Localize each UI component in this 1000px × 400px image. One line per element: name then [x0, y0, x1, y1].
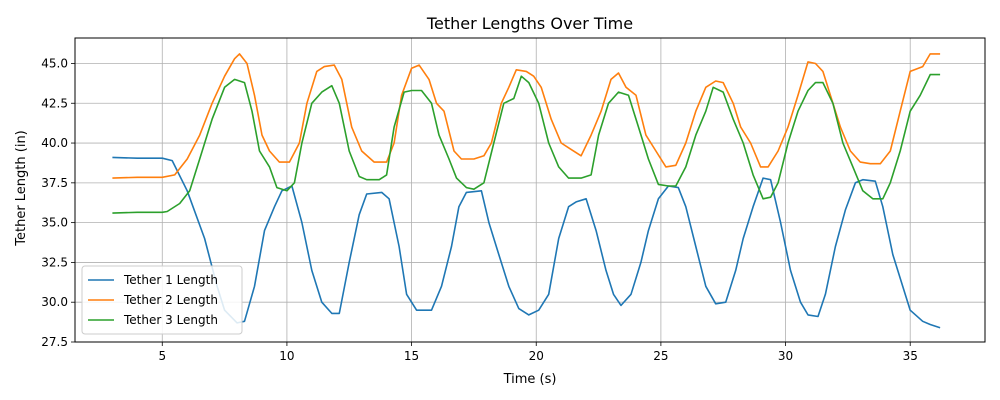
x-tick-label: 30	[778, 349, 793, 363]
y-tick-label: 37.5	[41, 176, 68, 190]
legend-box	[81, 265, 243, 335]
x-axis-ticks: 5 10 15 20 25 30 35	[158, 342, 918, 363]
series-lines	[112, 53, 941, 329]
y-tick-label: 32.5	[41, 255, 68, 269]
legend-label: Tether 2 Length	[123, 293, 218, 307]
series-line-tether-2	[112, 53, 941, 179]
x-tick-label: 5	[158, 349, 166, 363]
y-tick-label: 40.0	[41, 136, 68, 150]
x-axis-label: Time (s)	[503, 372, 557, 387]
x-tick-label: 35	[903, 349, 918, 363]
chart-title: Tether Lengths Over Time	[426, 14, 633, 33]
series-line-tether-1	[112, 156, 941, 329]
legend: Tether 1 Length Tether 2 Length Tether 3 L…	[81, 265, 243, 335]
x-tick-label: 25	[653, 349, 668, 363]
plot-area-frame	[74, 37, 986, 343]
y-tick-label: 45.0	[41, 56, 68, 70]
y-axis-ticks: 27.5 30.0 32.5 35.0 37.5 40.0 42.5 45.0	[41, 56, 75, 349]
series-line-tether-3	[112, 73, 941, 214]
y-axis-label: Tether Length (in)	[14, 130, 29, 247]
y-tick-label: 35.0	[41, 216, 68, 230]
y-tick-label: 42.5	[41, 96, 68, 110]
x-tick-label: 15	[404, 349, 419, 363]
y-tick-label: 27.5	[41, 335, 68, 349]
x-tick-label: 10	[279, 349, 294, 363]
legend-label: Tether 1 Length	[123, 273, 218, 287]
y-tick-label: 30.0	[41, 295, 68, 309]
legend-label: Tether 3 Length	[123, 313, 218, 327]
x-tick-label: 20	[529, 349, 544, 363]
